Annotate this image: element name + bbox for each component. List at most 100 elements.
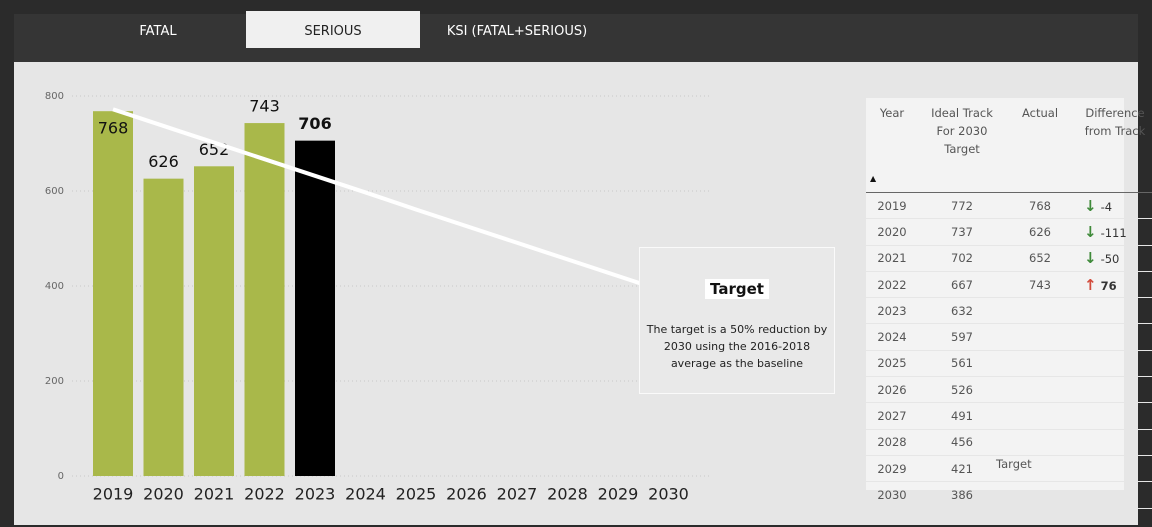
table-cell [1074, 350, 1152, 378]
x-tick-label: 2029 [598, 485, 639, 504]
table-row: 2027 491 [866, 402, 1152, 430]
table-cell [1074, 323, 1152, 351]
table-cell: 2021 [866, 245, 918, 272]
data-label: 768 [98, 119, 129, 138]
table-cell [1006, 455, 1074, 483]
table-cell [1006, 323, 1074, 351]
x-tick-label: 2027 [497, 485, 538, 504]
data-label: 706 [298, 114, 331, 133]
x-tick-label: 2022 [244, 485, 285, 504]
table-cell [1074, 429, 1152, 456]
x-tick-label: 2021 [194, 485, 235, 504]
table-cell: ↓ -111 [1074, 218, 1152, 246]
data-label: 743 [249, 97, 280, 116]
table-cell: ↓ -4 [1074, 192, 1152, 220]
column-header: Ideal Track For 2030 Target [918, 98, 1006, 193]
table-cell [1074, 481, 1152, 509]
chart: 0200400600800201976820206262021652202274… [45, 91, 710, 504]
target-line [112, 107, 670, 295]
x-tick-label: 2028 [547, 485, 588, 504]
table-cell: 2022 [866, 271, 918, 299]
table-cell: 772 [918, 192, 1006, 220]
table-cell [1074, 402, 1152, 430]
x-tick-label: 2023 [295, 485, 336, 504]
table-row: 2022 667 743 ↑ 76 [866, 271, 1152, 299]
y-tick-label: 600 [45, 186, 64, 197]
table-cell [1074, 376, 1152, 404]
x-tick-label: 2030 [648, 485, 689, 504]
bar [93, 111, 133, 476]
table-row: 2023 632 [866, 297, 1152, 325]
table-cell [1006, 376, 1074, 404]
x-tick-label: 2025 [396, 485, 437, 504]
annotation-title: Target [705, 279, 769, 299]
x-tick-label: 2020 [143, 485, 184, 504]
data-label: 626 [148, 152, 179, 171]
table-row: 2025 561 [866, 350, 1152, 378]
table-cell [1006, 297, 1074, 325]
table-cell: 652 [1006, 245, 1074, 272]
x-tick-label: 2026 [446, 485, 487, 504]
table-cell: 2024 [866, 323, 918, 351]
column-header: Difference from Track [1074, 98, 1152, 193]
column-header: Year ▲ [866, 98, 918, 193]
sort-indicator[interactable]: ▲ [870, 174, 877, 183]
arrow-down: ↓ [1084, 196, 1097, 215]
table-row: 2024 597 [866, 323, 1152, 351]
tab[interactable]: KSI (FATAL+SERIOUS) [446, 24, 588, 39]
bar [244, 123, 285, 476]
column-header: Actual [1006, 98, 1074, 193]
table-cell: 2023 [866, 297, 918, 325]
table-cell: 2026 [866, 376, 918, 404]
table-cell: 421 [918, 455, 1006, 483]
table-cell: 2027 [866, 402, 918, 430]
table-cell: 2019 [866, 192, 918, 220]
table-cell: 702 [918, 245, 1006, 272]
tab[interactable]: SERIOUS [246, 11, 420, 48]
table-cell: 626 [1006, 218, 1074, 246]
y-tick-label: 400 [45, 281, 64, 292]
table-cell: 386 [918, 481, 1006, 509]
table: Year ▲ Ideal Track For 2030 Target Actual Di… [866, 98, 1152, 509]
difference-value: -50 [1100, 252, 1120, 267]
table-cell: 2025 [866, 350, 918, 378]
table-cell [1074, 297, 1152, 325]
table-note: Target [996, 457, 1032, 471]
arrow-down: ↓ [1084, 249, 1097, 268]
table-cell: 2020 [866, 218, 918, 246]
table-cell: ↓ -50 [1074, 245, 1152, 272]
difference-value: 76 [1100, 278, 1117, 293]
table-cell [1074, 455, 1152, 483]
tab-bar [14, 14, 1138, 62]
table-cell: 561 [918, 350, 1006, 378]
annotation-text: The target is a 50% reduction by 2030 us… [646, 323, 828, 370]
annotation-box: Target The target is a 50% reduction by … [639, 247, 835, 394]
y-tick-label: 800 [45, 91, 64, 102]
table-row: 2021 702 652 ↓ -50 [866, 245, 1152, 272]
table-row: 2029 421 [866, 455, 1152, 483]
difference-value: -4 [1100, 199, 1113, 214]
track-table: Year ▲ Ideal Track For 2030 Target Actual Di… [866, 98, 1152, 509]
tab[interactable]: FATAL [139, 24, 177, 39]
arrow-up: ↑ [1084, 275, 1097, 294]
table-cell: 743 [1006, 271, 1074, 299]
arrow-down: ↓ [1084, 222, 1097, 241]
table-row: 2026 526 [866, 376, 1152, 404]
x-tick-label: 2024 [345, 485, 386, 504]
difference-value: -111 [1100, 225, 1127, 240]
y-tick-label: 200 [45, 376, 64, 387]
bar [194, 166, 234, 477]
table-cell: 2030 [866, 481, 918, 509]
table-row: 2020 737 626 ↓ -111 [866, 218, 1152, 246]
table-cell: 737 [918, 218, 1006, 246]
bar [143, 178, 184, 476]
table-row: 2030 386 [866, 481, 1152, 509]
table-cell [1006, 402, 1074, 430]
table-cell: 632 [918, 297, 1006, 325]
table-cell: ↑ 76 [1074, 271, 1152, 299]
y-tick-label: 0 [58, 471, 64, 482]
table-cell: 2029 [866, 455, 918, 483]
table-cell: 456 [918, 429, 1006, 456]
table-row: 2019 772 768 ↓ -4 [866, 192, 1152, 220]
